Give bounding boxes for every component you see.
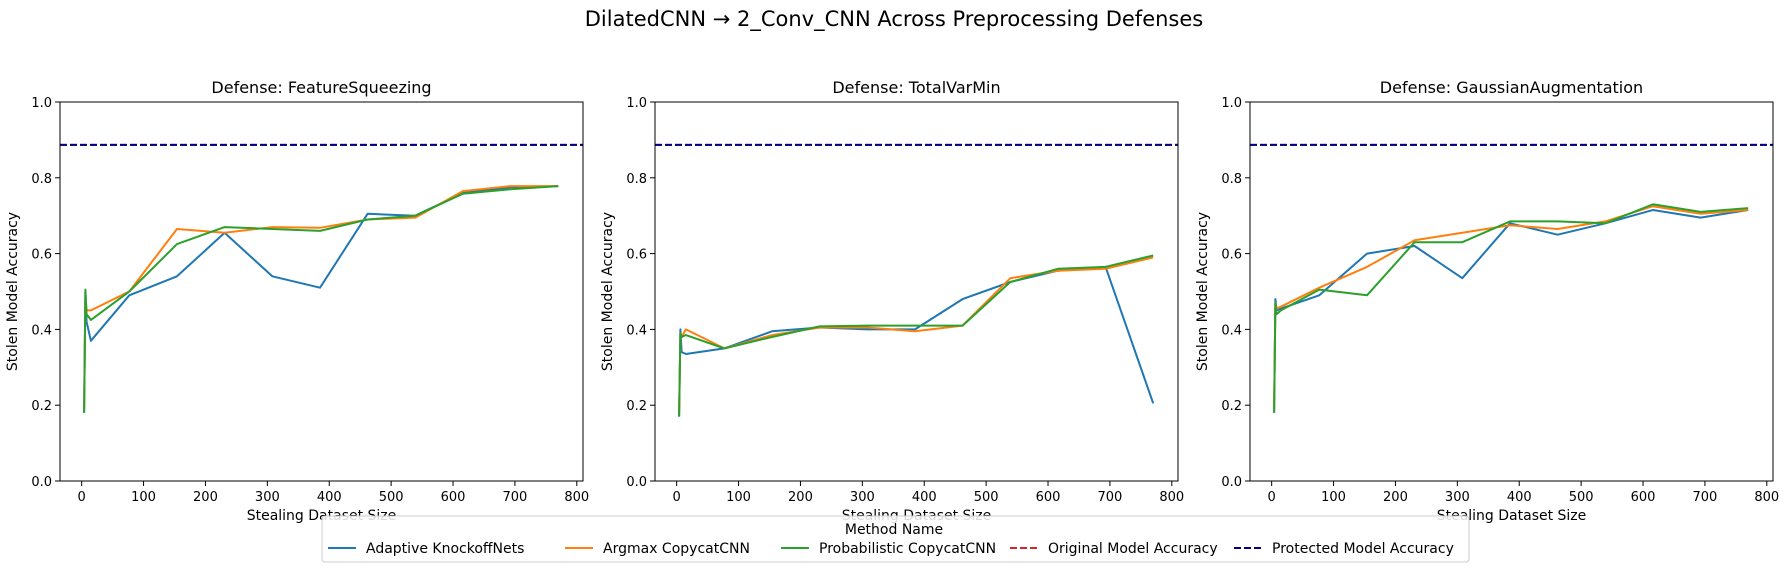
legend-label: Original Model Accuracy [1048,541,1218,557]
legend-label: Protected Model Accuracy [1272,541,1454,557]
axes-frame [59,101,584,482]
y-tick-label: 0.4 [626,323,647,338]
axes-frame [1249,101,1774,482]
y-tick-label: 0.0 [626,475,647,490]
x-tick-label: 500 [379,490,404,505]
x-tick-label: 0 [673,490,681,505]
y-tick-label: 0.6 [626,248,647,263]
x-tick-label: 700 [503,490,528,505]
series-line-probabilistic-copycatcnn [1273,203,1749,413]
y-tick-label: 0.4 [1221,323,1242,338]
legend-entry: Protected Model Accuracy [1234,541,1454,557]
x-tick-label: 0 [1268,490,1276,505]
y-tick-label: 0.2 [31,399,52,414]
y-tick-label: 0.8 [1221,172,1242,187]
x-tick-label: 0 [78,490,86,505]
x-tick-label: 200 [193,490,218,505]
x-tick-label: 100 [131,490,156,505]
x-tick-label: 800 [1754,490,1779,505]
x-tick-label: 800 [1159,490,1184,505]
y-tick-label: 0.6 [1221,248,1242,263]
y-tick-label: 1.0 [1221,96,1242,111]
series-line-argmax-copycatcnn [1273,205,1749,410]
y-tick-label: 1.0 [31,96,52,111]
x-tick-label: 300 [1445,490,1470,505]
chart-title: Defense: TotalVarMin [832,78,1000,97]
x-tick-label: 300 [850,490,875,505]
legend: Method Name Adaptive KnockoffNets Argmax C… [321,515,1470,563]
legend-title: Method Name [845,522,943,538]
x-tick-label: 700 [1693,490,1718,505]
y-axis-label: Stolen Model Accuracy [5,212,21,371]
x-tick-label: 400 [317,490,342,505]
axes-frame [654,101,1179,482]
legend-label: Probabilistic CopycatCNN [819,541,996,557]
x-tick-label: 600 [441,490,466,505]
legend-entry: Argmax CopycatCNN [565,541,750,557]
x-tick-label: 100 [1321,490,1346,505]
y-tick-label: 0.2 [1221,399,1242,414]
y-tick-label: 0.0 [1221,475,1242,490]
legend-box [321,515,1470,563]
chart-panel-2: Defense: TotalVarMin 0 100 200 300 400 500 600 7… [600,78,1184,524]
x-tick-label: 100 [726,490,751,505]
legend-entry: Probabilistic CopycatCNN [781,541,996,557]
x-tick-label: 700 [1098,490,1123,505]
x-tick-label: 600 [1036,490,1061,505]
legend-entry: Adaptive KnockoffNets [328,541,524,557]
legend-label: Argmax CopycatCNN [603,541,750,557]
legend-label: Adaptive KnockoffNets [366,541,524,557]
figure-suptitle: DilatedCNN → 2_Conv_CNN Across Preproces… [585,7,1203,32]
series-line-probabilistic-copycatcnn [83,185,559,413]
series-line-adaptive-knockoffnets [1273,209,1749,413]
y-tick-label: 0.0 [31,475,52,490]
y-axis-label: Stolen Model Accuracy [1195,212,1211,371]
chart-title: Defense: GaussianAugmentation [1380,78,1643,97]
y-axis-label: Stolen Model Accuracy [600,212,616,371]
x-tick-label: 200 [1383,490,1408,505]
y-tick-label: 1.0 [626,96,647,111]
x-tick-label: 400 [912,490,937,505]
chart-title: Defense: FeatureSqueezing [211,78,431,97]
chart-panel-3: Defense: GaussianAugmentation 0 100 200 300 4… [1195,78,1779,524]
y-tick-label: 0.6 [31,248,52,263]
series-line-probabilistic-copycatcnn [678,254,1154,417]
x-tick-label: 200 [788,490,813,505]
x-tick-label: 800 [564,490,589,505]
legend-entry: Original Model Accuracy [1010,541,1218,557]
y-tick-label: 0.8 [31,172,52,187]
x-tick-label: 500 [974,490,999,505]
x-axis-label: Stealing Dataset Size [1437,508,1587,524]
x-tick-label: 400 [1507,490,1532,505]
x-tick-label: 500 [1569,490,1594,505]
x-tick-label: 600 [1631,490,1656,505]
y-tick-label: 0.4 [31,323,52,338]
y-tick-label: 0.2 [626,399,647,414]
x-tick-label: 300 [255,490,280,505]
y-tick-label: 0.8 [626,172,647,187]
